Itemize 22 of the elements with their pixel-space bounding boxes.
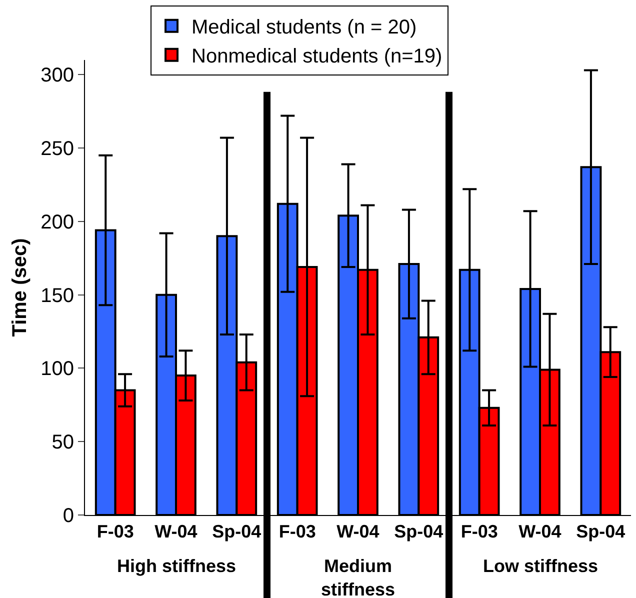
text: Low stiffness <box>483 556 598 576</box>
x-tick-label: F-03 <box>460 522 498 542</box>
y-tick-label: 50 <box>52 432 74 454</box>
y-tick-label: 200 <box>40 211 74 234</box>
x-tick-label: F-03 <box>96 522 134 542</box>
y-tick-label: 250 <box>40 138 74 160</box>
y-tick-label: 300 <box>40 64 74 87</box>
text: High stiffness <box>117 556 236 576</box>
x-tick-label: Sp-04 <box>576 522 626 542</box>
x-tick-label: W-04 <box>336 522 380 542</box>
y-tick-label: 0 <box>62 505 74 527</box>
x-tick-label: W-04 <box>518 522 562 542</box>
text: Medium stiffness <box>321 556 396 598</box>
legend-label: Medical students (n = 20) <box>192 16 417 39</box>
y-tick-label: 100 <box>40 358 74 380</box>
legend-label: Nonmedical students (n=19) <box>192 46 442 68</box>
x-tick-label: Sp-04 <box>394 522 444 542</box>
y-axis-title: Time (sec) <box>9 238 32 337</box>
x-tick-label: W-04 <box>154 522 198 542</box>
y-tick-label: 150 <box>40 284 74 307</box>
x-tick-label: F-03 <box>278 522 316 542</box>
x-tick-label: Sp-04 <box>212 522 262 542</box>
